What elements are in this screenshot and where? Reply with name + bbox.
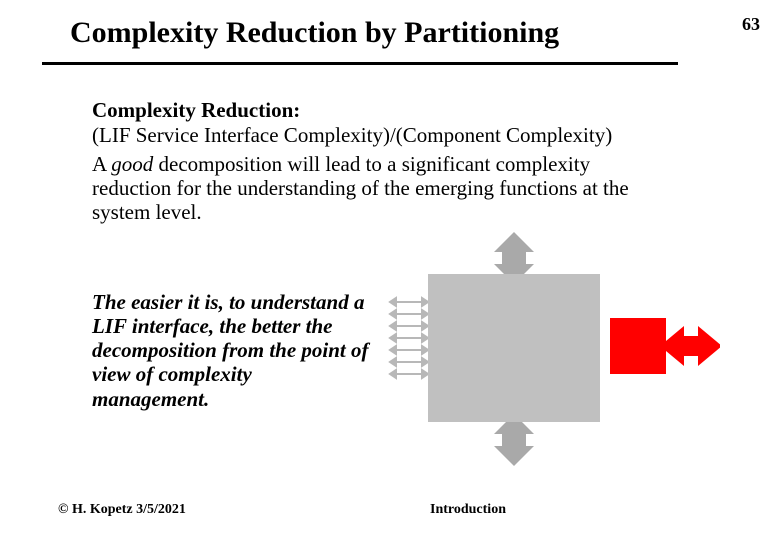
body-formula: (LIF Service Interface Complexity)/(Comp… [92, 123, 612, 148]
red-component-box [610, 318, 666, 374]
title-underline [42, 62, 678, 65]
body-heading: Complexity Reduction: [92, 98, 300, 123]
footer-section: Introduction [430, 502, 506, 518]
gray-component-box [428, 274, 600, 422]
page-number: 63 [742, 14, 760, 35]
footer-copyright: © H. Kopetz 3/5/2021 [58, 502, 186, 518]
left-small-arrows [390, 298, 428, 378]
body-paragraph: A good decomposition will lead to a sign… [92, 152, 662, 224]
italic-paragraph: The easier it is, to understand a LIF in… [92, 290, 372, 411]
diagram [380, 232, 720, 482]
para-rest: decomposition will lead to a significant… [92, 152, 629, 224]
para-italic-good: good [111, 152, 153, 176]
para-lead: A [92, 152, 111, 176]
red-double-arrow-icon [660, 326, 720, 366]
slide-title: Complexity Reduction by Partitioning [70, 16, 559, 50]
